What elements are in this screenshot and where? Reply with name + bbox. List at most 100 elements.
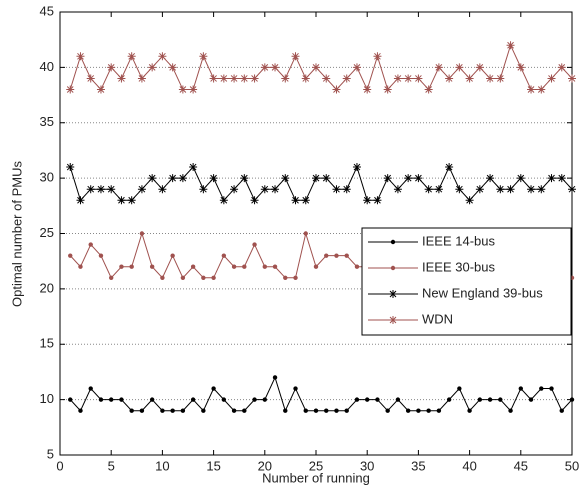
marker	[240, 74, 249, 83]
marker	[160, 408, 165, 413]
marker	[457, 386, 462, 391]
marker	[393, 74, 402, 83]
legend-label: IEEE 30-bus	[422, 259, 495, 274]
marker	[445, 163, 454, 172]
marker	[475, 185, 484, 194]
marker	[455, 63, 464, 72]
marker	[303, 231, 308, 236]
marker	[354, 264, 360, 269]
marker	[498, 397, 503, 402]
marker	[508, 408, 513, 413]
marker	[109, 275, 114, 280]
x-tick-label: 35	[411, 458, 425, 473]
marker	[557, 174, 566, 183]
x-tick-label: 15	[206, 458, 220, 473]
marker	[78, 264, 83, 269]
marker	[301, 74, 310, 83]
marker	[537, 185, 546, 194]
series	[66, 163, 576, 205]
marker	[527, 85, 536, 94]
marker	[496, 74, 505, 83]
marker	[332, 85, 341, 94]
y-tick-label: 20	[40, 280, 54, 295]
marker	[160, 275, 165, 280]
marker	[272, 264, 278, 269]
marker	[209, 174, 218, 183]
marker	[189, 85, 198, 94]
marker	[527, 185, 536, 194]
marker	[262, 397, 267, 402]
marker	[262, 264, 267, 269]
x-tick-label: 10	[155, 458, 169, 473]
marker	[375, 397, 380, 402]
marker	[199, 52, 208, 61]
legend-box	[361, 227, 572, 336]
marker	[139, 231, 145, 236]
marker	[312, 63, 320, 72]
marker	[342, 185, 351, 194]
marker	[344, 408, 349, 413]
marker	[486, 74, 495, 83]
marker	[221, 253, 227, 258]
marker	[68, 397, 73, 402]
marker	[291, 196, 300, 205]
marker	[281, 174, 290, 183]
marker	[365, 397, 370, 402]
y-tick-label: 35	[40, 114, 54, 129]
marker	[322, 174, 331, 183]
marker	[487, 397, 493, 402]
legend-label: IEEE 14-bus	[422, 233, 495, 248]
marker	[467, 408, 472, 413]
marker	[416, 408, 421, 413]
marker	[475, 63, 484, 72]
marker	[107, 185, 116, 194]
marker	[66, 85, 75, 94]
marker	[109, 397, 114, 402]
marker	[395, 397, 401, 402]
marker	[293, 386, 298, 391]
marker	[313, 408, 319, 413]
y-tick-label: 45	[40, 3, 54, 18]
marker	[324, 253, 329, 258]
marker	[240, 174, 249, 183]
marker	[516, 174, 525, 183]
marker	[404, 74, 413, 83]
marker	[446, 397, 452, 402]
marker	[149, 264, 155, 269]
marker	[434, 63, 443, 72]
marker	[363, 196, 372, 205]
marker	[465, 196, 474, 205]
marker	[332, 185, 341, 194]
series-line	[69, 376, 573, 413]
marker	[324, 408, 329, 413]
marker	[390, 239, 396, 245]
x-tick-label: 50	[565, 458, 579, 473]
marker	[230, 185, 239, 194]
marker	[281, 74, 290, 83]
marker	[76, 196, 85, 205]
marker	[201, 275, 206, 280]
marker	[303, 408, 308, 413]
marker	[86, 74, 95, 83]
marker	[465, 74, 474, 83]
marker	[352, 63, 361, 72]
marker	[334, 408, 339, 413]
marker	[424, 185, 433, 194]
marker	[352, 163, 361, 172]
marker	[445, 74, 454, 83]
marker	[219, 74, 228, 83]
marker	[119, 397, 124, 402]
marker	[66, 163, 75, 172]
marker	[283, 275, 288, 280]
marker	[537, 85, 546, 94]
marker	[137, 74, 146, 83]
marker	[221, 397, 227, 402]
marker	[139, 408, 145, 413]
marker	[76, 52, 85, 61]
marker	[260, 63, 269, 72]
marker	[389, 316, 397, 324]
marker	[516, 63, 525, 72]
marker	[96, 185, 105, 194]
y-tick-label: 25	[40, 225, 54, 240]
